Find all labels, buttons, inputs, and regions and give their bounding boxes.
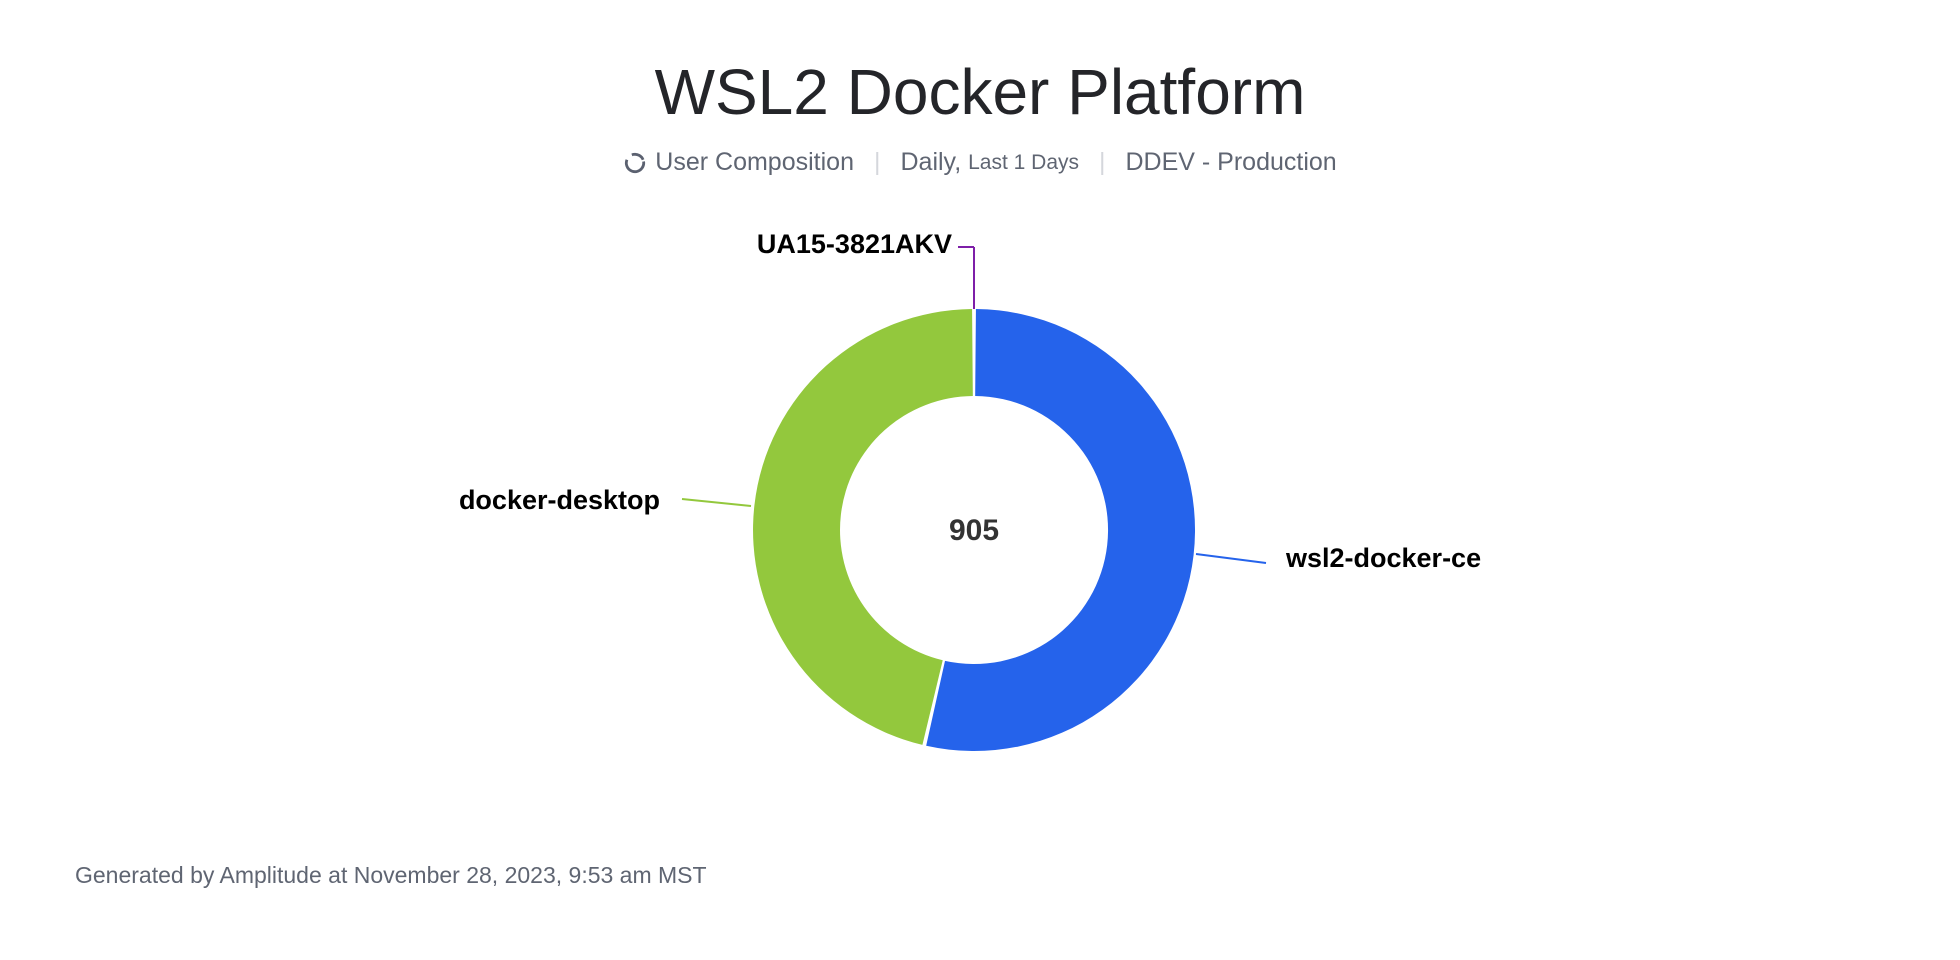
svg-text:wsl2-docker-ce: wsl2-docker-ce xyxy=(1285,543,1481,573)
svg-text:docker-desktop: docker-desktop xyxy=(459,485,660,515)
svg-text:UA15-3821AKV: UA15-3821AKV xyxy=(757,229,952,259)
svg-text:905: 905 xyxy=(949,514,999,547)
